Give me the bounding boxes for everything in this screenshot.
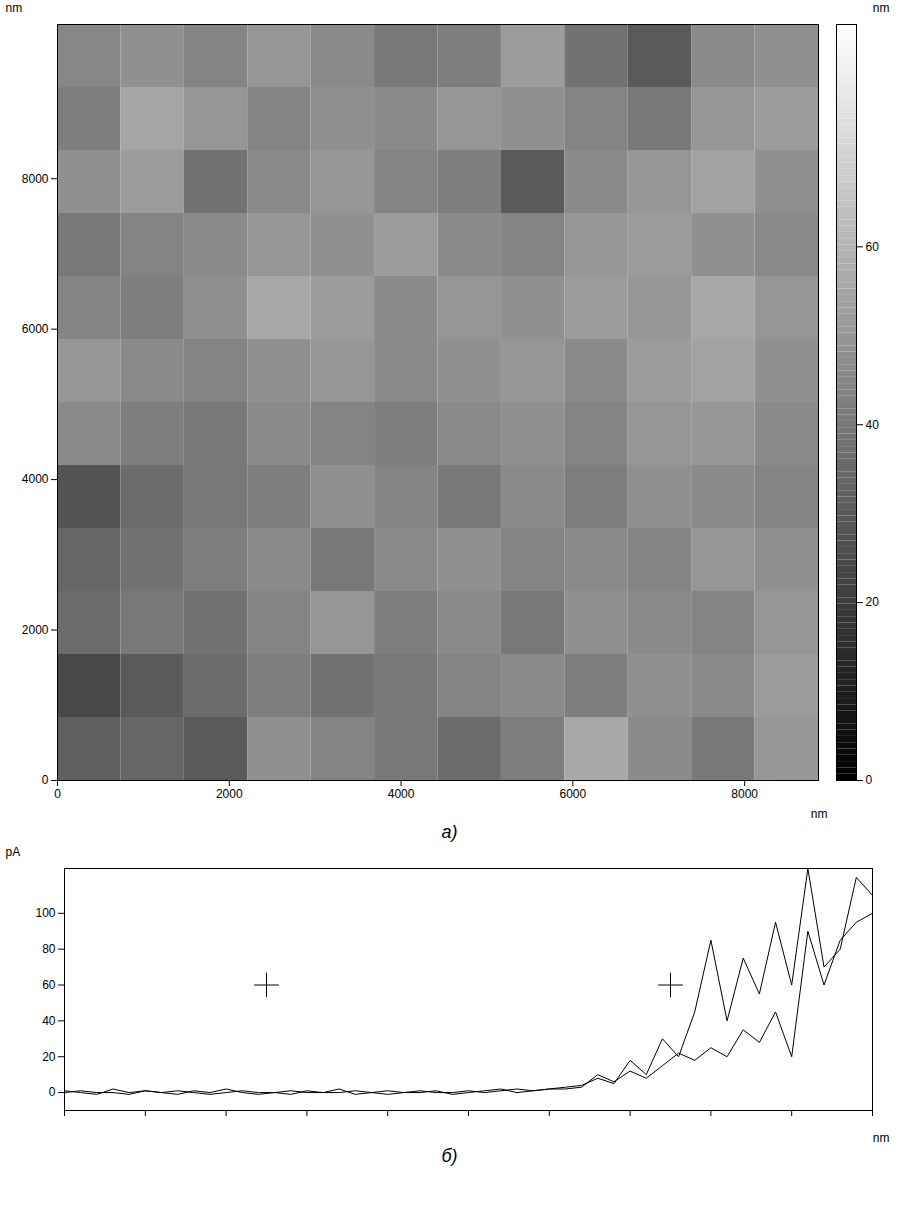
svg-text:2000: 2000 bbox=[216, 787, 243, 801]
svg-text:8000: 8000 bbox=[731, 787, 758, 801]
svg-text:pA: pA bbox=[6, 845, 21, 859]
svg-text:0: 0 bbox=[54, 787, 61, 801]
svg-text:0: 0 bbox=[49, 1085, 56, 1099]
html-text:б): б) bbox=[441, 1146, 458, 1166]
svg-text:nm: nm bbox=[873, 1131, 890, 1145]
svg-text:2000: 2000 bbox=[22, 623, 49, 637]
svg-text:20: 20 bbox=[866, 595, 880, 609]
svg-text:60: 60 bbox=[866, 240, 880, 254]
svg-text:80: 80 bbox=[42, 942, 56, 956]
svg-text:nm: nm bbox=[873, 1, 890, 15]
svg-text:0: 0 bbox=[42, 773, 49, 787]
svg-text:100: 100 bbox=[35, 906, 55, 920]
svg-text:nm: nm bbox=[811, 807, 828, 821]
svg-text:20: 20 bbox=[42, 1050, 56, 1064]
svg-text:0: 0 bbox=[866, 773, 873, 787]
html-text:а): а) bbox=[441, 822, 458, 842]
svg-text:40: 40 bbox=[42, 1014, 56, 1028]
svg-text:6000: 6000 bbox=[22, 322, 49, 336]
svg-text:4000: 4000 bbox=[22, 472, 49, 486]
svg-text:40: 40 bbox=[866, 418, 880, 432]
svg-text:8000: 8000 bbox=[22, 172, 49, 186]
svg-text:60: 60 bbox=[42, 978, 56, 992]
svg-text:nm: nm bbox=[6, 1, 23, 15]
svg-text:4000: 4000 bbox=[388, 787, 415, 801]
svg-text:6000: 6000 bbox=[559, 787, 586, 801]
